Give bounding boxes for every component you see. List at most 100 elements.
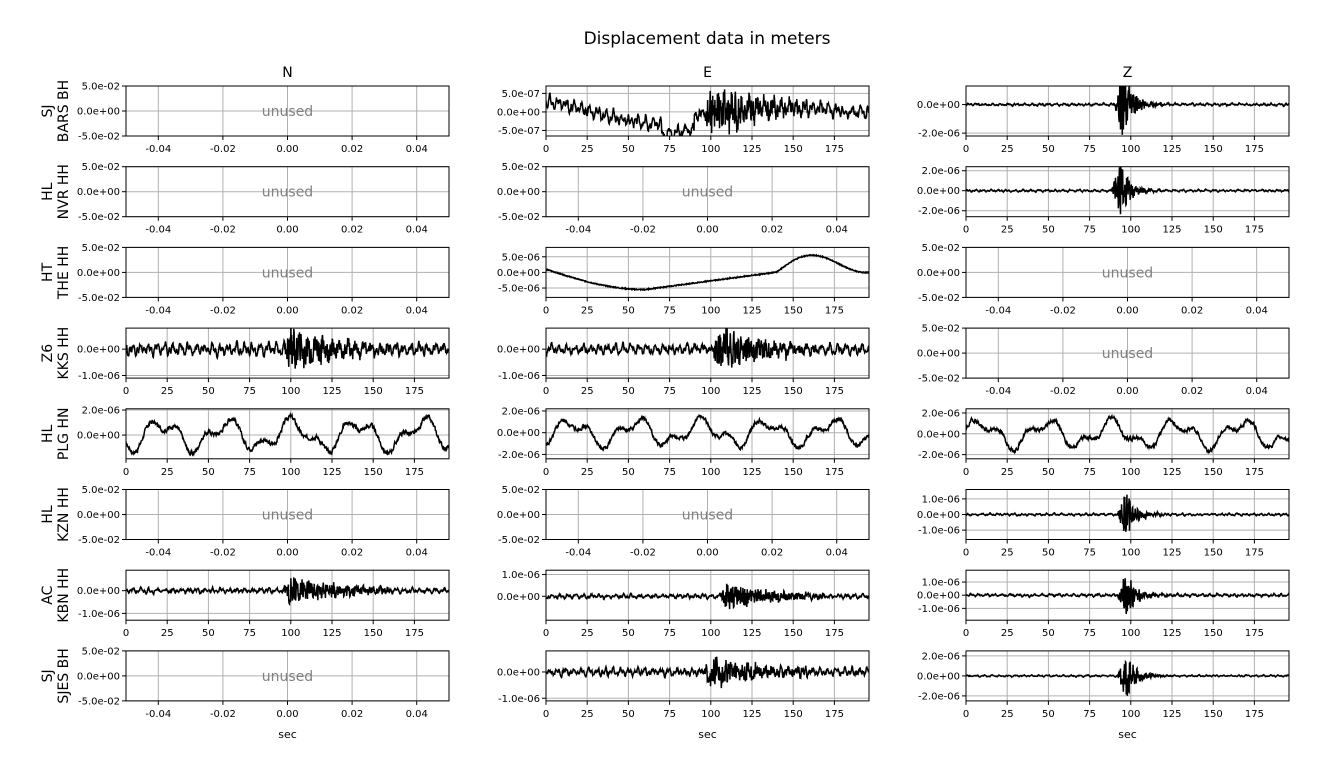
station-network-label: HL [40,424,56,443]
y-tick-label: 5.0e-02 [82,485,120,496]
x-tick-label: -0.04 [565,548,591,559]
y-tick-label: -5.0e-02 [78,535,120,546]
station-network-label: SJ [40,104,56,117]
panel-6-1: 0 25 50 75 100 125 150 175 1.0e-06 0.0e+00 [497,569,870,639]
panel-4-0: 0 25 50 75 100 125 150 175 2.0e-06 0.0e+00 [77,406,450,478]
panel-2-2: -0.04 -0.02 0.00 0.02 0.04 5.0e-02 0.0e+00 -5.0… [917,243,1290,316]
panel-5-2: 0 25 50 75 100 125 150 175 1.0e-06 0.0e+00 -1.0e-0… [917,489,1290,559]
trace-line [966,659,1289,696]
panel-6-2: 0 25 50 75 100 125 150 175 1.0e-06 0.0e+00 -1.0e-0… [917,569,1290,639]
x-tick-label: 0.02 [761,225,783,236]
x-tick-label: 75 [1083,548,1096,559]
y-tick-label: 0.0e+00 [917,268,960,279]
axes-frame [545,489,870,540]
y-tick-label: -5.0e-02 [78,212,120,223]
x-tick-label: 150 [784,386,803,397]
x-tick-label: 50 [202,628,215,639]
station-network-label: HT [40,262,56,282]
x-tick-label: 150 [1204,548,1223,559]
x-tick-label: 125 [742,386,761,397]
y-tick-label: -1.0e-06 [918,604,960,615]
x-tick-label: 150 [1204,467,1223,478]
x-tick-label: 25 [1001,467,1014,478]
y-tick-label: 5.0e-02 [502,162,540,173]
chart-title: Displacement data in meters [584,29,831,49]
x-tick-label: 0.04 [406,709,428,720]
x-tick-label: 0.04 [406,144,428,155]
x-tick-label: 0 [543,305,549,316]
panel-0-2: Z 0 25 50 75 100 125 150 175 0.0e+00 -2.0e-06 [917,65,1290,155]
y-tick-label: -5.0e-02 [78,132,120,143]
trace-line [546,328,869,368]
x-tick-label: 0 [543,628,549,639]
x-tick-label: 25 [581,709,594,720]
x-tick-label: 75 [1083,467,1096,478]
x-tick-label: -0.02 [1050,305,1076,316]
x-tick-label: 100 [1121,467,1140,478]
x-tick-label: 50 [622,467,635,478]
axes-frame [545,327,870,379]
x-tick-label: 100 [701,709,720,720]
axes-frame [545,85,870,137]
y-tick-label: 0.0e+00 [77,510,120,521]
x-tick-label: -0.04 [985,386,1011,397]
x-tick-label: 0.02 [341,548,363,559]
x-tick-label: 50 [202,467,215,478]
x-tick-label: 25 [581,628,594,639]
panel-3-1: 0 25 50 75 100 125 150 175 0.0e+00 -1.0e-06 [497,327,870,397]
x-tick-label: 0.02 [1181,386,1203,397]
x-tick-label: 25 [161,467,174,478]
axes-frame [965,489,1290,540]
y-tick-label: -1.0e-06 [78,609,120,620]
x-tick-label: 100 [701,628,720,639]
x-tick-label: 0 [543,144,549,155]
panel-2-0: -0.04 -0.02 0.00 0.02 0.04 5.0e-02 0.0e+00 -5.0… [77,243,450,316]
panel-7-0: -0.04 -0.02 0.00 0.02 0.04 5.0e-02 0.0e+00 -5.0… [77,646,450,741]
x-tick-label: -0.02 [210,225,236,236]
y-tick-label: -2.0e-06 [918,450,960,461]
column-title: E [703,65,712,81]
unused-label: unused [1102,346,1153,362]
x-tick-label: 50 [202,386,215,397]
y-tick-label: 0.0e+00 [77,187,120,198]
x-tick-label: 150 [364,386,383,397]
x-tick-label: 100 [701,144,720,155]
x-tick-label: 0.02 [341,305,363,316]
x-tick-label: 150 [1204,225,1223,236]
y-tick-label: 0.0e+00 [77,345,120,356]
x-tick-label: 175 [405,386,424,397]
axes-frame [125,166,450,218]
y-tick-label: -1.0e-06 [498,694,540,705]
x-tick-label: 100 [281,386,300,397]
unused-label: unused [262,265,313,281]
x-tick-label: 150 [784,628,803,639]
trace-line [546,253,869,292]
x-tick-label: 0.02 [341,709,363,720]
unused-label: unused [262,185,313,201]
x-tick-label: 0 [543,467,549,478]
trace-line [966,494,1289,532]
y-tick-label: 0.0e+00 [77,671,120,682]
x-tick-label: 50 [622,628,635,639]
y-tick-label: -1.0e-06 [918,526,960,537]
y-tick-label: -1.0e-06 [78,371,120,382]
axes-frame [965,166,1290,218]
x-tick-label: 25 [581,467,594,478]
x-tick-label: 150 [1204,709,1223,720]
x-tick-label: 50 [1042,144,1055,155]
y-tick-label: 0.0e+00 [497,345,540,356]
y-tick-label: -2.0e-06 [918,691,960,702]
x-tick-label: 75 [1083,628,1096,639]
y-tick-label: 1.0e-06 [922,494,960,505]
x-tick-label: 50 [1042,467,1055,478]
panel-7-2: 0 25 50 75 100 125 150 175 2.0e-06 0.0e+00 -2.0e-0… [917,650,1290,741]
panel-7-1: 0 25 50 75 100 125 150 175 0.0e+00 -1.0e-06 sec [497,650,870,741]
x-tick-label: 75 [243,467,256,478]
x-tick-label: 0.02 [341,144,363,155]
unused-label: unused [682,508,733,524]
unused-label: unused [262,669,313,685]
y-tick-label: 2.0e-06 [922,166,960,177]
y-tick-label: 0.0e+00 [77,268,120,279]
y-tick-label: -5.0e-02 [78,696,120,707]
x-tick-label: 25 [1001,548,1014,559]
